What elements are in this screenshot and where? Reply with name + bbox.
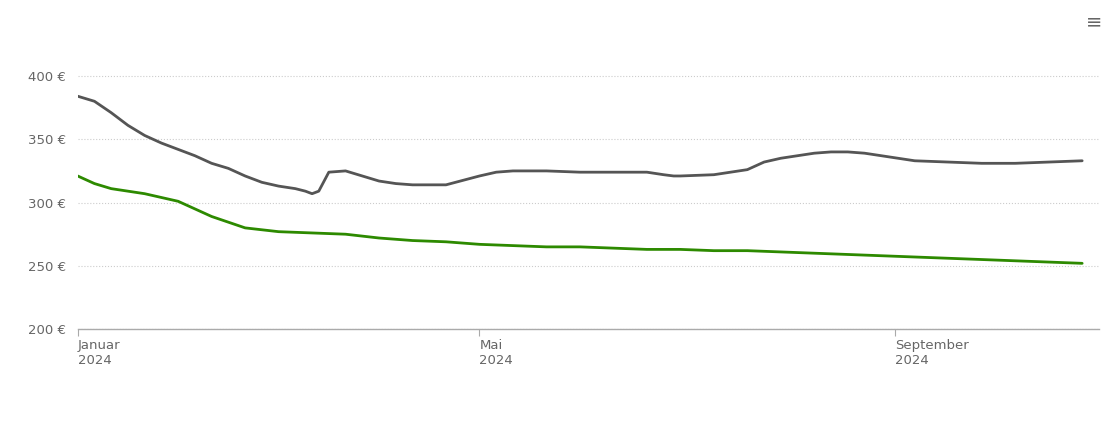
Text: ≡: ≡ <box>1086 13 1102 32</box>
